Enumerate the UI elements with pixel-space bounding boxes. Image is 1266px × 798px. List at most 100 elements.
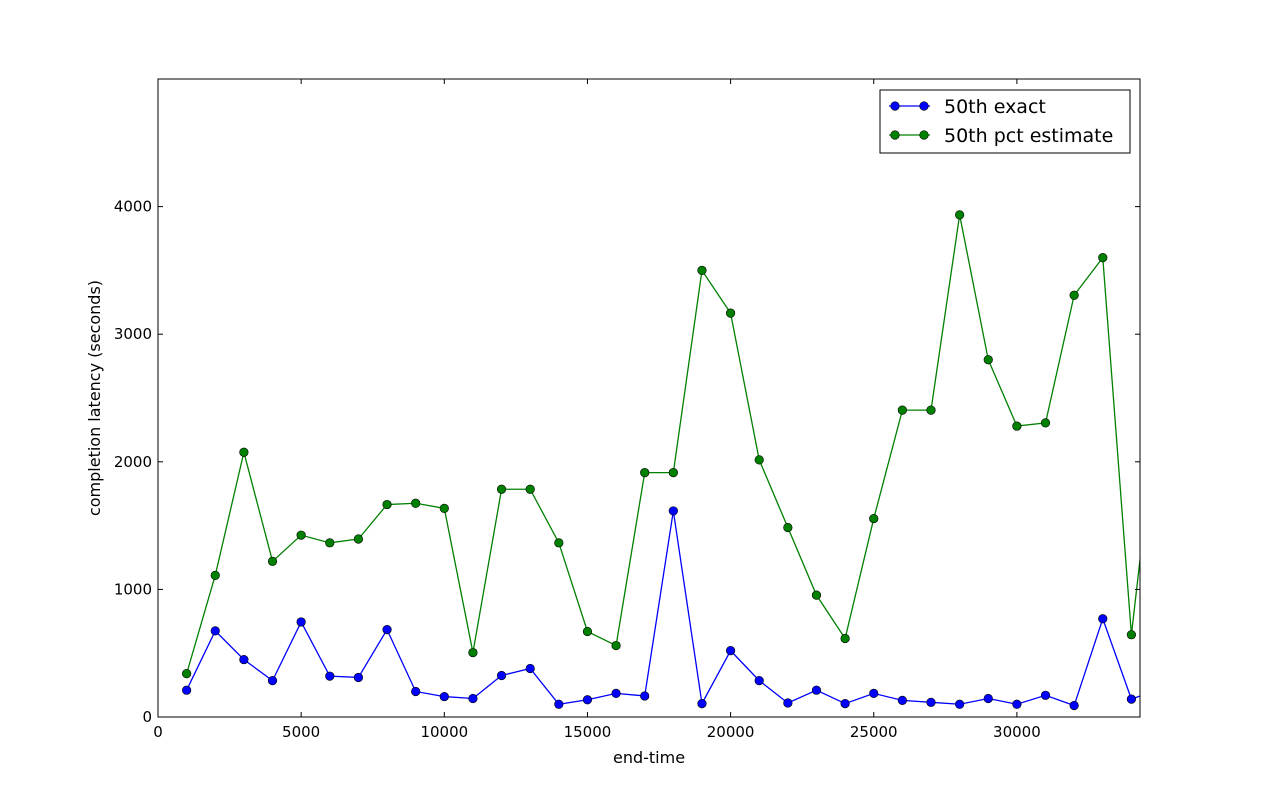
- data-point: [325, 538, 335, 548]
- data-point: [382, 624, 392, 635]
- data-point: [697, 265, 707, 276]
- data-point: [296, 617, 306, 627]
- y-axis-label: completion latency (seconds): [85, 280, 104, 516]
- data-point: [811, 590, 822, 600]
- data-point: [239, 654, 249, 665]
- data-point: [439, 691, 449, 702]
- axes-layer: 0 5000 10000 15000 20000 25000 30000 0 1000 2000 3…: [114, 78, 1141, 741]
- data-point: [926, 405, 936, 415]
- data-point: [296, 530, 306, 540]
- data-point: [210, 626, 220, 636]
- data-point: [1069, 290, 1079, 300]
- data-point: [182, 685, 192, 695]
- data-point: [1098, 253, 1108, 263]
- data-point: [1156, 381, 1165, 390]
- series-layer: [182, 210, 1165, 711]
- data-point: [582, 626, 593, 637]
- data-point: [725, 308, 736, 318]
- data-point: [554, 538, 564, 548]
- legend-entry: 50th pct estimate: [889, 125, 1113, 147]
- data-point: [1098, 614, 1108, 624]
- data-point: [926, 697, 936, 707]
- data-point: [983, 355, 993, 365]
- series-0: [182, 506, 1165, 711]
- data-point: [439, 503, 449, 513]
- data-point: [411, 498, 421, 508]
- legend-marker: [919, 101, 929, 111]
- legend: 50th exact 50th pct estimate: [879, 89, 1131, 154]
- data-point: [1126, 694, 1137, 704]
- data-point: [182, 669, 192, 679]
- data-point: [611, 688, 621, 698]
- data-point: [640, 691, 650, 701]
- data-point: [353, 672, 364, 683]
- data-point: [811, 685, 822, 695]
- x-tick-label: 30000: [993, 723, 1041, 741]
- legend-marker: [919, 130, 929, 140]
- data-point: [840, 633, 850, 644]
- data-point: [468, 693, 478, 704]
- data-point: [754, 455, 764, 465]
- data-point: [353, 534, 364, 544]
- y-tick-label: 3000: [114, 325, 152, 343]
- legend-marker: [890, 101, 900, 111]
- data-point: [239, 447, 249, 457]
- data-point: [640, 468, 650, 478]
- x-tick-label: 5000: [282, 723, 320, 741]
- data-point: [783, 522, 793, 533]
- x-tick-label: 10000: [420, 723, 468, 741]
- legend-label: 50th exact: [944, 96, 1046, 118]
- data-point: [1040, 418, 1051, 428]
- legend-box: [879, 89, 1131, 154]
- data-point: [1040, 690, 1051, 700]
- data-point: [382, 499, 392, 510]
- data-point: [554, 699, 564, 709]
- data-point: [725, 646, 736, 656]
- data-point: [325, 671, 335, 681]
- x-tick-label: 20000: [707, 723, 755, 741]
- legend-entry: 50th exact: [889, 96, 1046, 118]
- data-point: [496, 670, 507, 681]
- y-tick-label: 4000: [114, 198, 152, 216]
- data-point: [983, 693, 993, 704]
- data-point: [869, 513, 879, 524]
- data-point: [1012, 421, 1022, 431]
- data-point: [955, 699, 965, 709]
- data-point: [840, 698, 850, 709]
- data-point: [668, 468, 678, 478]
- data-point: [1012, 699, 1022, 709]
- legend-marker: [890, 130, 900, 140]
- data-point: [582, 695, 593, 705]
- x-axis-label: end-time: [613, 748, 685, 767]
- data-point: [1156, 685, 1165, 694]
- series-1: [182, 210, 1165, 679]
- data-point: [955, 210, 965, 220]
- series-line: [186, 214, 1140, 674]
- y-tick-label: 1000: [114, 580, 152, 598]
- data-point: [697, 698, 707, 709]
- data-point: [525, 484, 535, 494]
- data-point: [496, 484, 507, 494]
- y-tick-label: 2000: [114, 453, 152, 471]
- data-point: [525, 663, 535, 674]
- data-point: [754, 676, 764, 686]
- data-point: [468, 647, 478, 658]
- data-point: [267, 556, 278, 566]
- data-point: [897, 695, 907, 706]
- legend-label: 50th pct estimate: [944, 125, 1113, 147]
- data-point: [611, 640, 621, 651]
- data-point: [411, 686, 421, 697]
- y-tick-label: 0: [142, 708, 152, 726]
- data-point: [897, 405, 907, 415]
- data-point: [1069, 700, 1079, 711]
- x-tick-label: 25000: [850, 723, 898, 741]
- plot-frame: [157, 78, 1141, 718]
- data-point: [1126, 630, 1137, 640]
- data-point: [210, 570, 220, 580]
- x-tick-label: 15000: [564, 723, 612, 741]
- data-point: [267, 676, 278, 686]
- x-tick-label: 0: [153, 723, 163, 741]
- data-point: [668, 506, 678, 516]
